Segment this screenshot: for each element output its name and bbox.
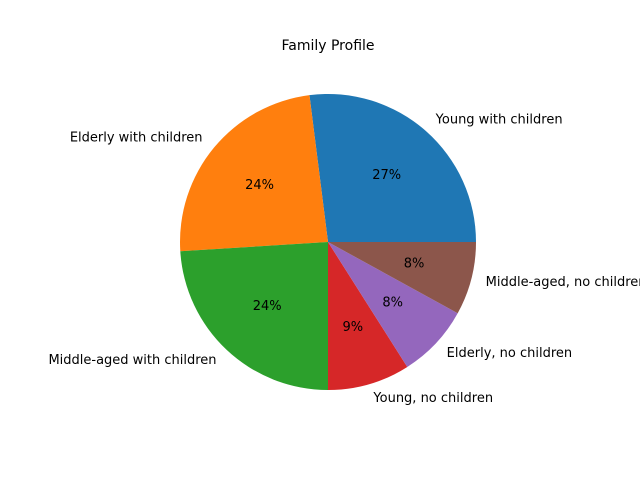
slice-label-young-no-children: Young, no children	[372, 391, 493, 406]
pie-slice-middle-aged-with-children	[180, 242, 328, 390]
pie-slice-young-with-children	[309, 94, 476, 242]
slice-label-elderly-with-children: Elderly with children	[70, 131, 203, 146]
slice-label-young-with-children: Young with children	[435, 112, 563, 127]
pie-slices	[180, 94, 476, 390]
pct-label-young-no-children: 9%	[342, 320, 363, 335]
slice-label-elderly-no-children: Elderly, no children	[447, 346, 572, 361]
pie-slice-elderly-no-children	[328, 242, 458, 367]
pie-slice-elderly-with-children	[180, 95, 328, 252]
pct-label-young-with-children: 27%	[372, 168, 401, 183]
pct-label-elderly-with-children: 24%	[245, 178, 274, 193]
pct-label-middle-aged-with-children: 24%	[253, 299, 282, 314]
pie-slice-young-no-children	[328, 242, 408, 390]
pct-label-elderly-no-children: 8%	[382, 295, 403, 310]
slice-label-middle-aged-no-children: Middle-aged, no children	[486, 275, 640, 290]
chart-title: Family Profile	[281, 38, 374, 54]
slice-label-middle-aged-with-children: Middle-aged with children	[48, 353, 216, 368]
pie-labels: Young with children 27% Elderly with child…	[48, 112, 640, 405]
pie-slice-middle-aged-no-children	[328, 242, 476, 314]
pct-label-middle-aged-no-children: 8%	[404, 257, 425, 272]
